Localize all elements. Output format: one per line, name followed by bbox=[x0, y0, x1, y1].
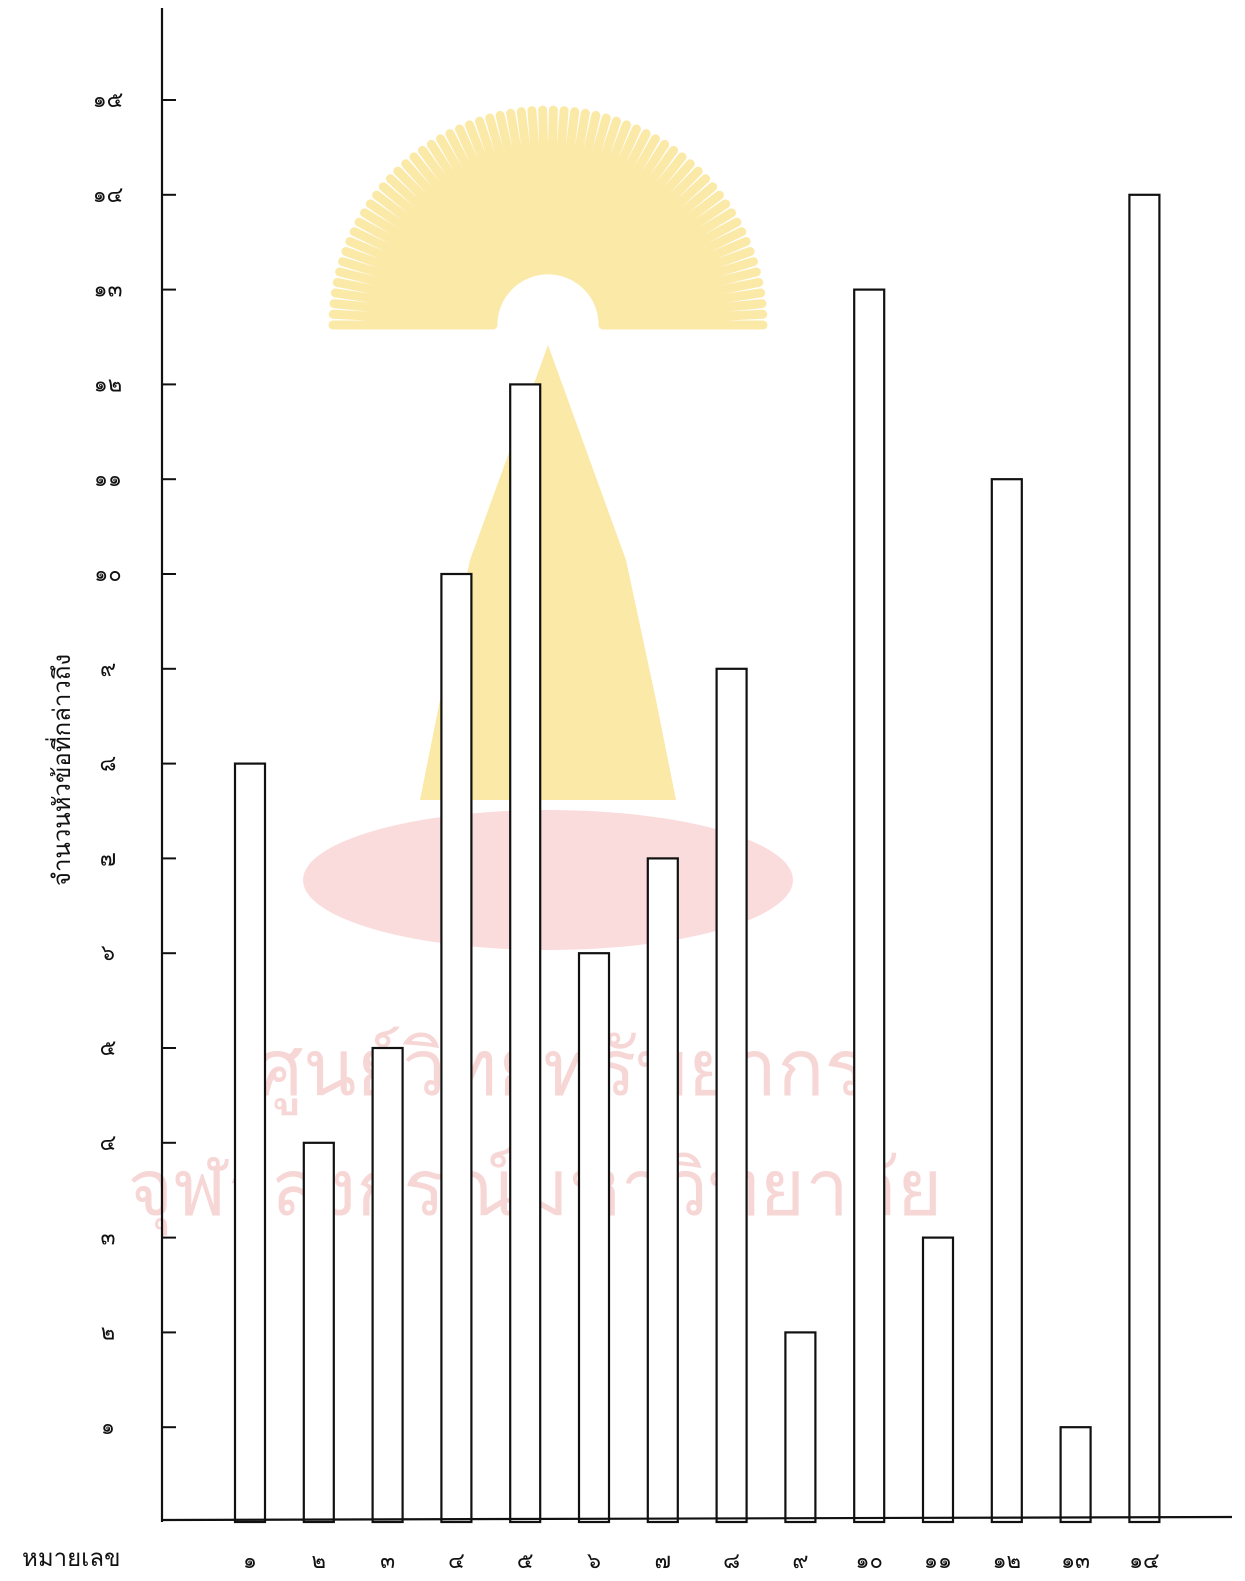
emblem-crown bbox=[420, 345, 676, 800]
bar-12 bbox=[990, 478, 1023, 1524]
x-tick-label: ๑๐ bbox=[855, 1549, 882, 1574]
y-tick-label: ๓ bbox=[100, 1226, 115, 1251]
axes-group bbox=[160, 8, 1233, 1522]
y-tick-label: ๙ bbox=[100, 657, 116, 682]
bar-13 bbox=[1059, 1426, 1092, 1524]
x-tick-label: ๙ bbox=[792, 1549, 808, 1574]
x-tick-label: ๑๒ bbox=[993, 1549, 1021, 1574]
y-tick-label: ๒ bbox=[101, 1320, 116, 1345]
bar-10 bbox=[853, 288, 886, 1524]
x-axis-label: หมายเลข bbox=[22, 1544, 121, 1572]
x-tick-label: ๑๔ bbox=[1129, 1549, 1160, 1574]
y-tick-label: ๑๒ bbox=[94, 372, 122, 397]
y-tick-label: ๖ bbox=[101, 941, 115, 966]
y-tick-label: ๑๐ bbox=[94, 562, 121, 587]
x-tick-label: ๘ bbox=[723, 1549, 740, 1574]
university-emblem-watermark bbox=[303, 105, 793, 950]
bar-9 bbox=[784, 1331, 817, 1524]
bar-1 bbox=[233, 762, 267, 1524]
bar-8 bbox=[715, 667, 748, 1524]
y-tick-label: ๘ bbox=[100, 752, 117, 777]
bars-group bbox=[233, 193, 1161, 1524]
x-axis-ticks: ๑๒๓๔๕๖๗๘๙๑๐ ๑๑ ๑๒ ๑๓ ๑๔ bbox=[243, 1549, 1160, 1574]
y-tick-label: ๑๓ bbox=[93, 278, 122, 303]
watermark-line-1: ศูนย์วิทยทรัพยากร bbox=[254, 1024, 867, 1115]
x-tick-label: ๖ bbox=[587, 1549, 601, 1574]
x-axis-line bbox=[161, 1515, 1233, 1522]
y-tick-label: ๑๕ bbox=[93, 88, 124, 113]
x-tick-label: ๑ bbox=[243, 1549, 257, 1574]
y-tick-label: ๑๑ bbox=[94, 467, 122, 492]
bar-6 bbox=[577, 952, 611, 1524]
bar-11 bbox=[921, 1236, 955, 1524]
bar-4 bbox=[440, 572, 473, 1524]
x-tick-label: ๔ bbox=[448, 1549, 465, 1574]
y-tick-label: ๑ bbox=[101, 1415, 115, 1440]
bar-5 bbox=[509, 383, 542, 1524]
x-tick-label: ๓ bbox=[380, 1549, 395, 1574]
y-tick-label: ๕ bbox=[100, 1036, 117, 1061]
y-tick-label: ๗ bbox=[100, 846, 117, 871]
y-tick-label: ๑๔ bbox=[93, 183, 124, 208]
x-tick-label: ๑๓ bbox=[1061, 1549, 1090, 1574]
y-axis-label: จำนวนหัวข้อที่กล่าวถึง bbox=[45, 654, 76, 886]
x-tick-label: ๗ bbox=[655, 1549, 672, 1574]
y-tick-label: ๔ bbox=[100, 1131, 117, 1156]
bar-14 bbox=[1128, 193, 1161, 1524]
bar-2 bbox=[302, 1141, 335, 1524]
bar-7 bbox=[646, 857, 679, 1524]
x-tick-label: ๒ bbox=[312, 1549, 327, 1574]
x-tick-label: ๑๑ bbox=[924, 1549, 952, 1574]
x-tick-label: ๕ bbox=[517, 1549, 534, 1574]
bar-3 bbox=[371, 1046, 404, 1524]
